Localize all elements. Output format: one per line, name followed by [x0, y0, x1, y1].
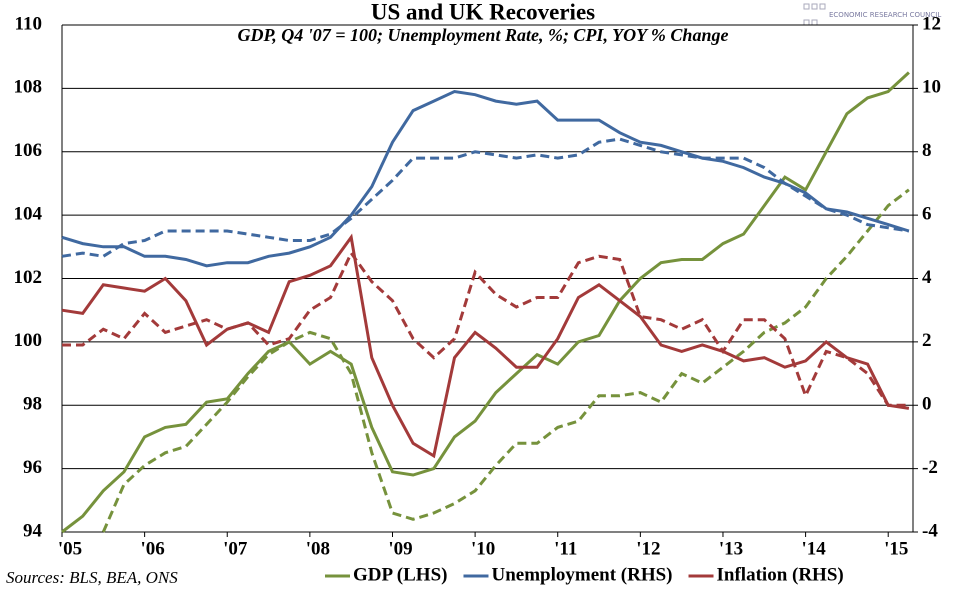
logo-text: ECONOMIC RESEARCH COUNCIL	[829, 11, 941, 19]
y-tick-label: 94	[23, 520, 43, 541]
y2-tick-label: 8	[922, 140, 932, 161]
y2-tick-label: -4	[922, 520, 938, 541]
x-tick-label: '12	[636, 538, 660, 559]
y-tick-label: 104	[14, 203, 43, 224]
y2-tick-label: 4	[922, 267, 932, 288]
x-tick-label: '09	[388, 538, 412, 559]
x-tick-label: '08	[306, 538, 330, 559]
y-tick-label: 108	[14, 77, 43, 98]
legend-label: Inflation (RHS)	[717, 564, 844, 585]
logo-square	[811, 3, 818, 10]
series-line	[62, 250, 909, 407]
x-tick-label: '06	[140, 538, 164, 559]
x-tick-label: '10	[471, 538, 495, 559]
legend: GDP (LHS) Unemployment (RHS) Inflation (RH…	[325, 564, 844, 585]
logo-square	[819, 3, 826, 10]
chart-subtitle: GDP, Q4 '07 = 100; Unemployment Rate, %;…	[238, 25, 729, 45]
y-tick-label: 98	[23, 394, 42, 415]
logo-square	[803, 3, 810, 10]
x-tick-label: '07	[223, 538, 248, 559]
y-tick-label: 110	[15, 13, 42, 34]
source: Sources: BLS, BEA, ONS	[6, 568, 178, 587]
x-tick-label: '05	[58, 538, 82, 559]
y2-tick-label: 12	[922, 13, 941, 34]
series-line	[61, 89, 910, 268]
y2-tick-label: 10	[922, 77, 941, 98]
y2-tick-label: 6	[922, 203, 932, 224]
y-tick-label: 96	[23, 457, 42, 478]
x-tick-label: '15	[884, 538, 908, 559]
y-tick-label: 106	[14, 140, 43, 161]
y2-tick-label: -2	[922, 457, 938, 478]
x-tick-label: '14	[801, 538, 826, 559]
series-line	[61, 137, 910, 258]
chart-title: US and UK Recoveries	[371, 0, 595, 24]
logo: ECONOMIC RESEARCH COUNCIL	[803, 3, 941, 26]
x-tick-label: '11	[554, 538, 577, 559]
series-line	[61, 71, 910, 534]
y2-tick-label: 0	[922, 394, 932, 415]
series-line	[61, 233, 910, 459]
legend-label: Unemployment (RHS)	[491, 564, 672, 585]
x-tick-label: '13	[719, 538, 743, 559]
y2-tick-label: 2	[922, 330, 932, 351]
y-tick-label: 102	[14, 267, 43, 288]
legend-label: GDP (LHS)	[353, 564, 447, 585]
y-tick-label: 100	[14, 330, 43, 351]
